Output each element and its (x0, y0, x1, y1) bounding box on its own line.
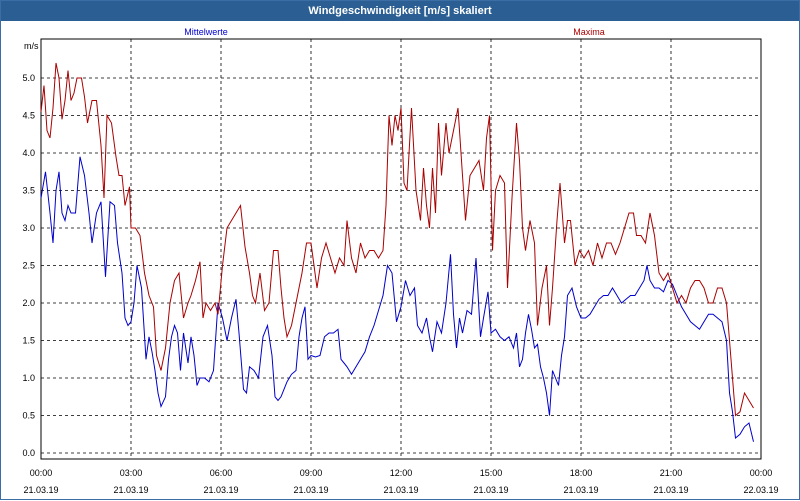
y-tick-label: 1.0 (22, 373, 35, 383)
x-tick-time: 21:00 (660, 468, 683, 478)
x-tick-time: 12:00 (390, 468, 413, 478)
x-tick-time: 06:00 (210, 468, 233, 478)
x-axis: 00:00 21.03.19 03:00 21.03.19 06:00 21.03.19 0… (23, 468, 778, 495)
x-tick-date: 21.03.19 (653, 485, 688, 495)
window-title: Windgeschwindigkeit [m/s] skaliert (1, 1, 799, 21)
x-tick-time: 15:00 (480, 468, 503, 478)
x-tick-date: 21.03.19 (293, 485, 328, 495)
x-tick-date: 22.03.19 (743, 485, 778, 495)
x-tick-time: 18:00 (570, 468, 593, 478)
y-tick-label: 5.0 (22, 73, 35, 83)
x-tick-time: 09:00 (300, 468, 323, 478)
plot-area-frame (40, 38, 762, 460)
x-tick-date: 21.03.19 (383, 485, 418, 495)
series-line-maxima (40, 62, 754, 417)
y-tick-label: 4.0 (22, 148, 35, 158)
legend: Mittelwerte Maxima (184, 27, 605, 37)
legend-item-mittelwerte: Mittelwerte (184, 27, 228, 37)
y-tick-label: 3.5 (22, 186, 35, 196)
x-tick-time: 00:00 (750, 468, 773, 478)
y-tick-label: 4.5 (22, 111, 35, 121)
y-axis: 0.0 0.5 1.0 1.5 2.0 2.5 3.0 3.5 4.0 4.5 5.0 m/s (22, 41, 39, 458)
y-tick-label: 2.5 (22, 261, 35, 271)
x-tick-date: 21.03.19 (563, 485, 598, 495)
y-tick-label: 1.5 (22, 336, 35, 346)
series-line-mittelwerte (40, 156, 754, 442)
y-tick-label: 3.0 (22, 223, 35, 233)
y-tick-label: 0.5 (22, 411, 35, 421)
x-tick-time: 00:00 (30, 468, 53, 478)
x-tick-date: 21.03.19 (113, 485, 148, 495)
x-tick-date: 21.03.19 (203, 485, 238, 495)
grid (41, 39, 761, 459)
series-group (40, 62, 754, 442)
y-axis-label: m/s (24, 41, 39, 51)
x-tick-date: 21.03.19 (23, 485, 58, 495)
legend-item-maxima: Maxima (573, 27, 605, 37)
y-tick-label: 0.0 (22, 448, 35, 458)
x-tick-time: 03:00 (120, 468, 143, 478)
y-tick-label: 2.0 (22, 298, 35, 308)
x-tick-date: 21.03.19 (473, 485, 508, 495)
